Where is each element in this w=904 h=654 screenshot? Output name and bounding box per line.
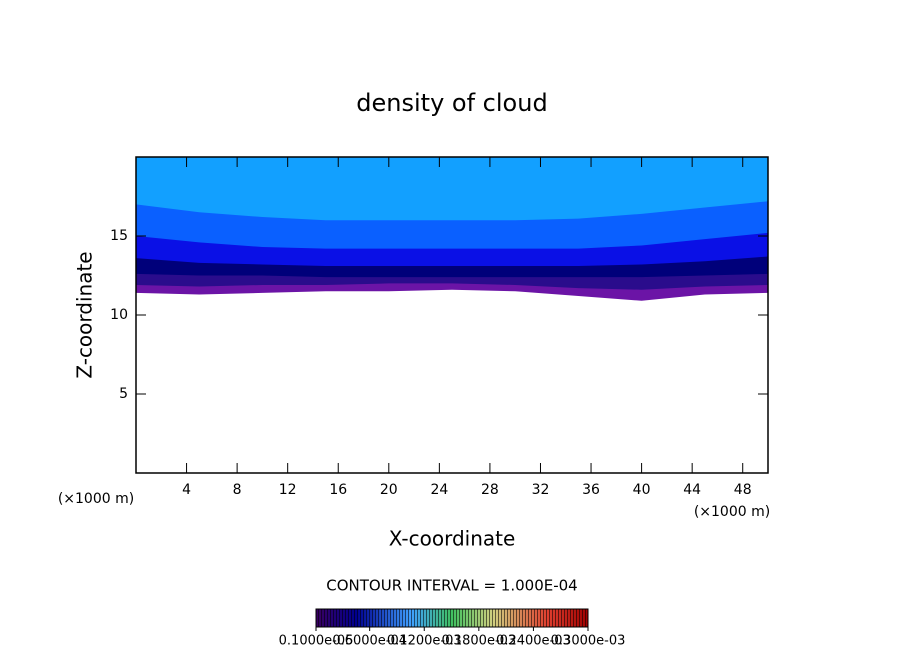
chart-title: density of cloud <box>356 89 547 117</box>
colorbar-stripes <box>315 608 589 628</box>
x-unit-left: (×1000 m) <box>58 491 134 507</box>
y-axis-label: Z-coordinate <box>73 251 97 378</box>
x-tick-label: 36 <box>582 482 600 498</box>
x-axis-label: X-coordinate <box>389 527 516 551</box>
x-tick-label: 20 <box>380 482 398 498</box>
x-tick-label: 32 <box>532 482 550 498</box>
x-unit-right: (×1000 m) <box>694 504 770 520</box>
contour-interval: CONTOUR INTERVAL = 1.000E-04 <box>326 577 577 595</box>
colorbar-tick-label: 0.1200e-03 <box>387 634 462 649</box>
x-tick-label: 40 <box>633 482 651 498</box>
x-tick-label: 12 <box>279 482 297 498</box>
x-tick-label: 48 <box>734 482 752 498</box>
plot-area <box>136 157 768 301</box>
x-tick-label: 4 <box>182 482 191 498</box>
x-tick-label: 44 <box>683 482 701 498</box>
colorbar-tick-label: 0.6000e-04 <box>332 634 407 649</box>
x-tick-label: 24 <box>430 482 448 498</box>
y-tick-label: 10 <box>110 307 128 323</box>
contour-band <box>136 157 768 221</box>
x-tick-label: 28 <box>481 482 499 498</box>
y-tick-label: 15 <box>110 228 128 244</box>
colorbar-tick-label: 0.1800e-03 <box>441 634 516 649</box>
colorbar-tick-label: 0.3000e-03 <box>551 634 626 649</box>
y-tick-label: 5 <box>119 386 128 402</box>
colorbar-tick-label: 0.2400e-03 <box>496 634 571 649</box>
colorbar-tick-label: 0.1000e-05 <box>279 634 354 649</box>
x-tick-label: 16 <box>329 482 347 498</box>
x-tick-label: 8 <box>233 482 242 498</box>
